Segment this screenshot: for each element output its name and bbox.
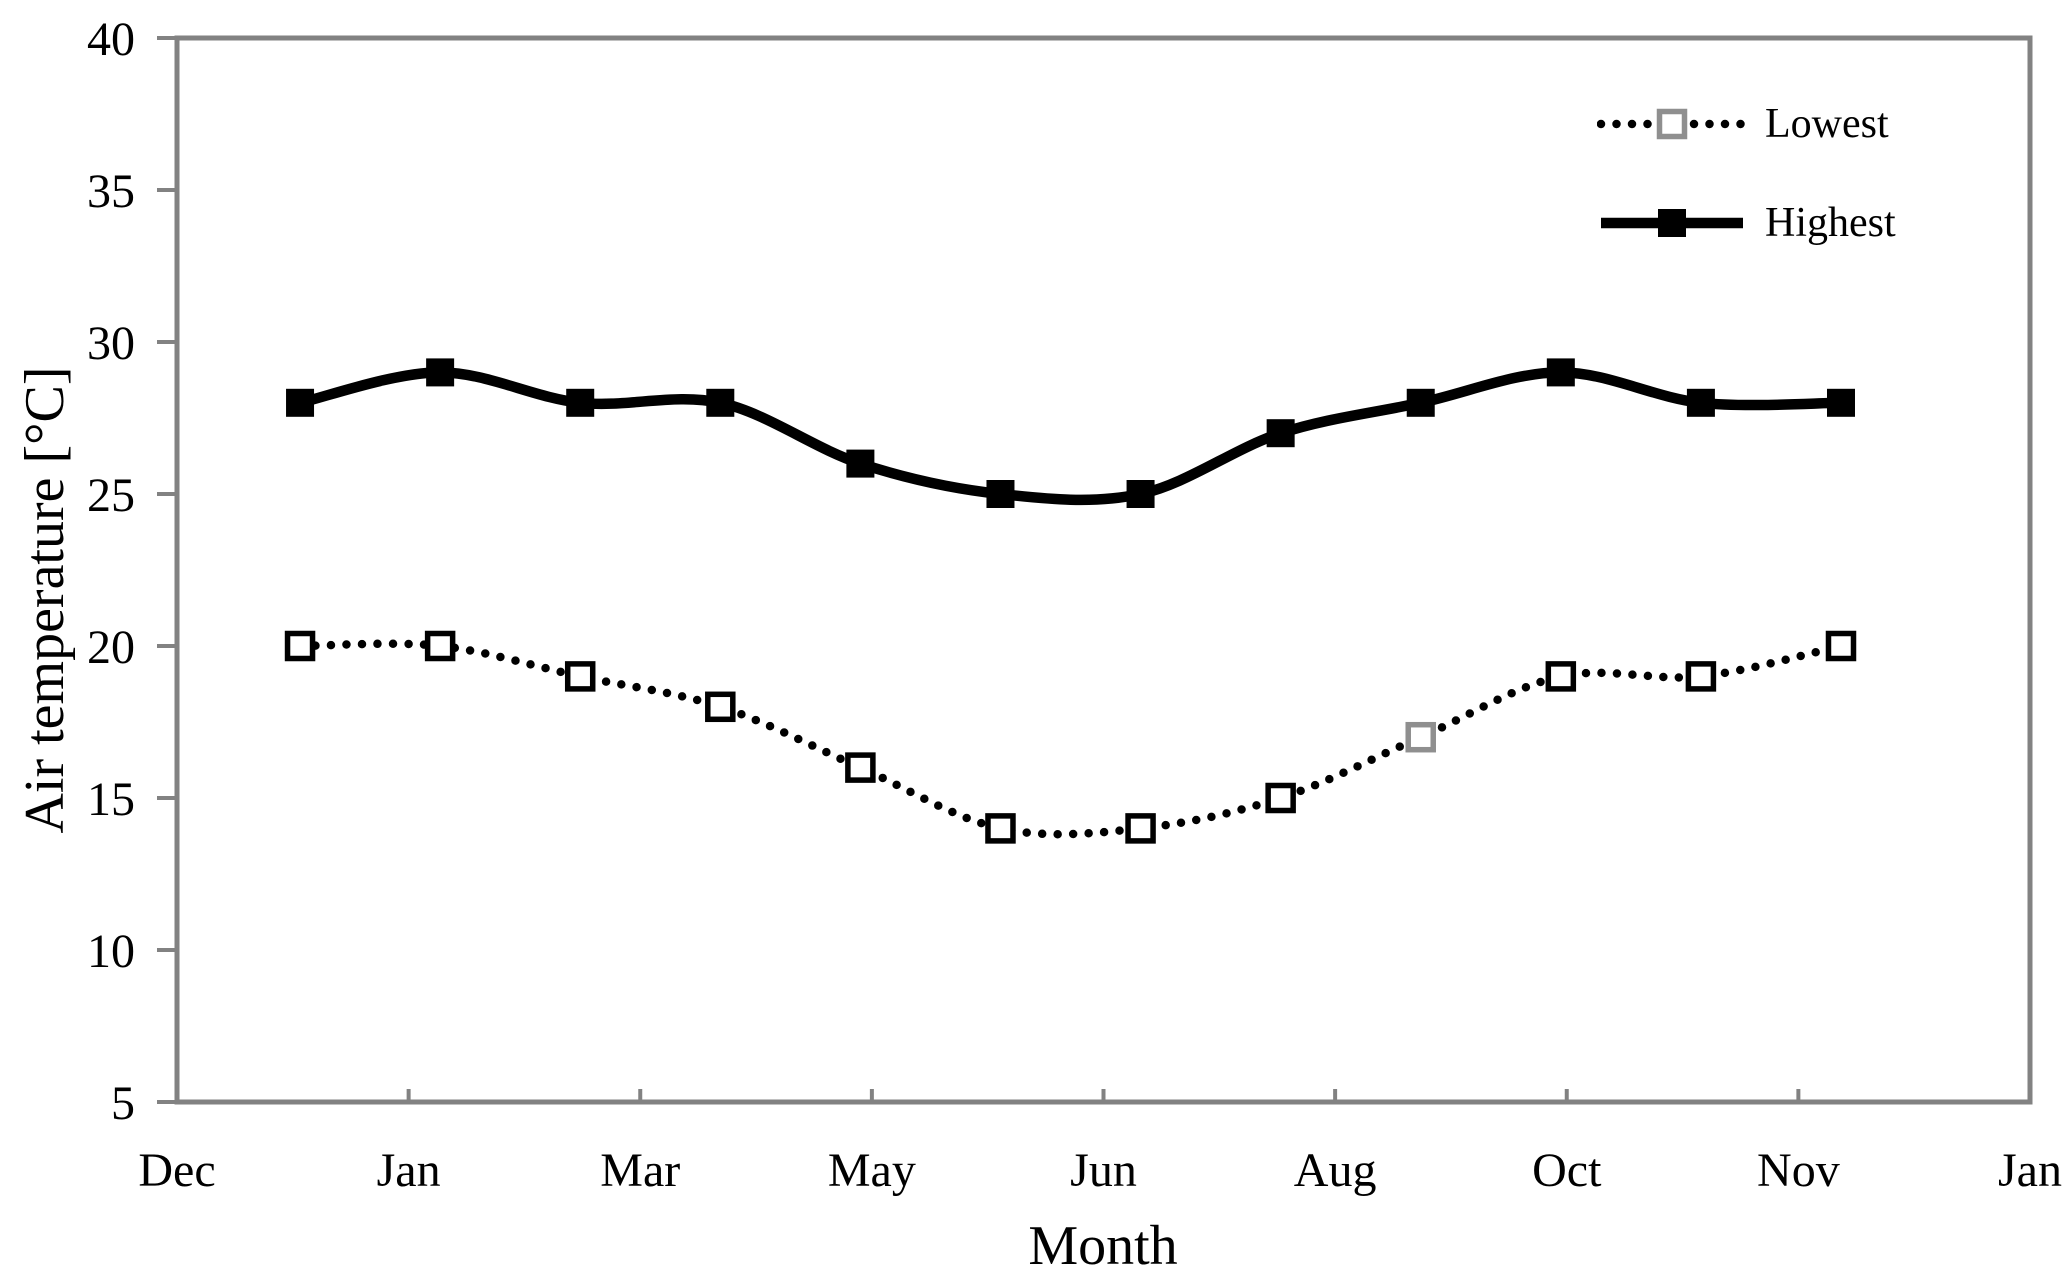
legend-item-lowest: Lowest — [1597, 74, 1896, 173]
lowest-marker — [1265, 782, 1296, 814]
lowest-marker — [1685, 661, 1717, 692]
y-axis-title: Air temperature [°C] — [14, 366, 76, 834]
lowest-marker — [424, 630, 456, 662]
highest-marker — [566, 388, 595, 417]
lowest-marker — [845, 752, 876, 783]
legend-item-highest: Highest — [1597, 173, 1896, 272]
legend: Lowest Highest — [1597, 74, 1896, 272]
lowest-legend-marker — [1656, 108, 1688, 139]
lowest-marker — [1545, 661, 1577, 692]
x-tick-label: May — [828, 1144, 916, 1197]
lowest-marker — [1825, 630, 1857, 662]
x-axis-title: Month — [1028, 1215, 1178, 1277]
highest-marker — [426, 358, 455, 387]
lowest-marker — [1125, 813, 1156, 844]
lowest-marker — [985, 813, 1016, 844]
highest-marker — [1406, 388, 1435, 417]
highest-marker — [846, 449, 875, 478]
y-tick-label: 20 — [87, 621, 135, 674]
legend-label-lowest: Lowest — [1765, 100, 1889, 147]
x-tick-label: Mar — [600, 1144, 680, 1197]
highest-marker — [1686, 388, 1715, 417]
highest-legend-marker — [1658, 208, 1686, 237]
x-tick-label: Jan — [377, 1144, 441, 1197]
y-tick-label: 5 — [111, 1077, 135, 1130]
lowest-marker — [1405, 721, 1436, 753]
y-tick-label: 35 — [87, 165, 135, 218]
lowest-marker — [705, 691, 736, 723]
lowest-marker — [564, 661, 596, 692]
x-tick-label: Dec — [138, 1144, 215, 1197]
y-tick-label: 10 — [87, 925, 135, 978]
highest-line — [294, 367, 1847, 506]
legend-label-highest: Highest — [1765, 199, 1896, 246]
highest-marker — [1546, 358, 1575, 387]
y-tick-label: 15 — [87, 773, 135, 826]
x-tick-label: Oct — [1532, 1144, 1602, 1197]
lowest-marker — [284, 630, 316, 662]
x-tick-label: Jun — [1070, 1144, 1137, 1197]
lowest-line — [295, 639, 1846, 839]
y-tick-label: 30 — [87, 317, 135, 370]
data-series — [284, 358, 1857, 844]
highest-marker — [706, 388, 735, 417]
x-tick-label: Jan — [1998, 1144, 2062, 1197]
axis-ticks — [157, 36, 2032, 1104]
x-tick-label: Nov — [1757, 1144, 1840, 1197]
highest-marker — [1126, 480, 1155, 508]
highest-marker — [1266, 419, 1295, 448]
lowest-legend-symbol — [1597, 108, 1747, 139]
highest-marker — [286, 388, 315, 417]
x-tick-label: Aug — [1294, 1144, 1377, 1197]
highest-legend-symbol — [1601, 208, 1743, 237]
highest-marker — [1826, 388, 1855, 417]
y-tick-label: 25 — [87, 469, 135, 522]
y-tick-label: 40 — [87, 13, 135, 66]
highest-marker — [986, 480, 1015, 508]
